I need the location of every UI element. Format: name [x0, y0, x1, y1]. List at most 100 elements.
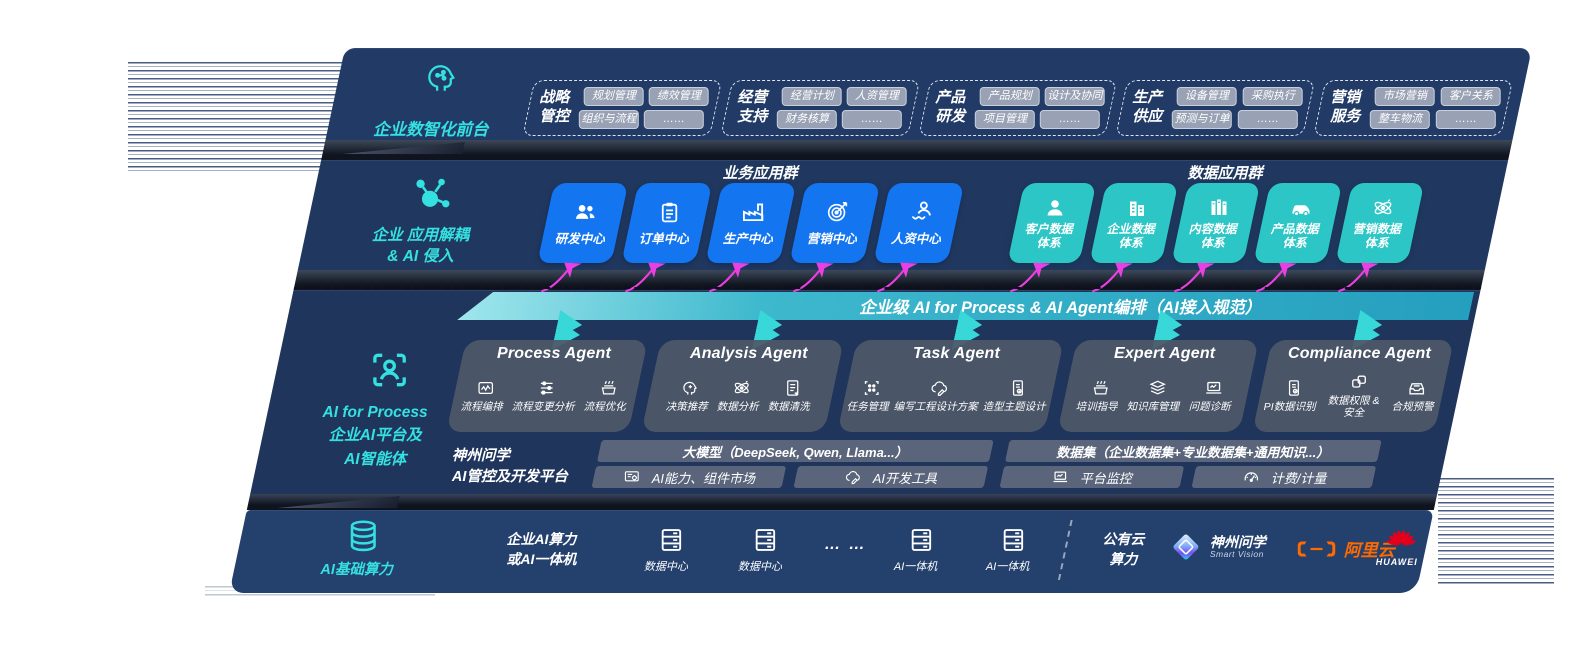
module-pill: 客户关系 — [1440, 87, 1501, 106]
node-label: 数据中心 — [737, 561, 782, 573]
order-clipboard-icon — [657, 200, 682, 225]
module-pill: 人资管理 — [846, 87, 908, 106]
problem-diagnosis-icon — [1204, 378, 1224, 398]
box-label: 内容数据体系 — [1188, 221, 1237, 250]
group-strategy: 战略管控 规划管理 绩效管理 组织与流程 …… — [522, 80, 722, 136]
banner-text: 企业级 AI for Process & AI Agent编排（AI接入规范） — [859, 299, 1262, 317]
rd-team-icon — [572, 199, 598, 225]
module-pill: …… — [841, 110, 903, 129]
metering-gauge-icon — [1242, 468, 1261, 486]
ai-for-process-label-block: AI for Process 企业AI平台及 AI智能体 — [295, 348, 466, 471]
bar-label: AI能力、组件市场 — [652, 470, 756, 486]
change-analysis-icon — [537, 378, 557, 398]
module-pill: 产品规划 — [979, 87, 1040, 106]
ellipsis-node: … … — [813, 536, 877, 554]
stripe-decoration-right — [1438, 478, 1554, 586]
enterprise-building-icon — [1125, 196, 1149, 220]
module-pill: 绩效管理 — [649, 87, 710, 106]
content-data-icon — [1207, 196, 1231, 220]
agent-cards-row: Process Agent 流程编排 流程变更分析 流程优化 Analysis … — [446, 340, 1454, 432]
module-pill: 预测与订单 — [1172, 110, 1233, 129]
agent-item-label: 数据清洗 — [768, 400, 811, 413]
module-pill: 项目管理 — [974, 110, 1035, 129]
knowledge-base-icon — [1147, 378, 1167, 398]
decision-recommend-icon — [681, 378, 701, 398]
group-title: 经营支持 — [737, 89, 768, 125]
module-pill: 组织与流程 — [578, 110, 640, 129]
ai-agent-scan-icon — [367, 348, 411, 392]
metering-bar: 计费/计量 — [1191, 466, 1377, 488]
workflow-orchestration-icon — [475, 378, 495, 398]
decouple-molecule-icon — [410, 174, 452, 216]
group-production-supply: 生产供应 设备管理 采购执行 预测与订单 …… — [1115, 80, 1316, 136]
layer-edge-band — [246, 494, 1438, 510]
dataset-bar-label: 数据集（企业数据集+专业数据集+通用知识...） — [1056, 444, 1330, 460]
agent-item-label: 问题诊断 — [1188, 400, 1231, 413]
analysis-agent-card: Analysis Agent 决策推荐 数据分析 数据清洗 — [641, 340, 844, 432]
pi-data-recognition-icon — [1284, 378, 1304, 398]
box-label: 生产中心 — [722, 232, 773, 246]
compliance-warning-icon — [1406, 378, 1426, 398]
dev-tools-icon — [844, 468, 863, 486]
ellipsis-label: … … — [824, 536, 867, 553]
agent-item-label: 造型主题设计 — [982, 400, 1046, 413]
box-label: 营销中心 — [806, 232, 857, 246]
group-title: 营销服务 — [1330, 89, 1361, 125]
module-pill: …… — [1237, 110, 1298, 129]
module-pill: 整车物流 — [1369, 110, 1431, 129]
data-cleaning-icon — [783, 378, 803, 398]
ai-box-server-icon — [907, 526, 935, 554]
agent-item-label: 任务管理 — [846, 400, 889, 413]
huawei-logo: HUAWEI — [1375, 526, 1426, 567]
group-operation: 经营支持 经营计划 人资管理 财务核算 …… — [720, 80, 920, 136]
agent-title: Process Agent — [497, 345, 612, 362]
agent-item-label: 流程编排 — [460, 400, 503, 413]
expert-agent-card: Expert Agent 培训指导 知识库管理 问题诊断 — [1056, 340, 1259, 432]
agent-title: Compliance Agent — [1288, 345, 1432, 362]
module-pill: …… — [644, 110, 705, 129]
box-label: 订单中心 — [638, 231, 689, 246]
stripe-decoration-top-left — [128, 62, 344, 174]
group-title: 生产供应 — [1132, 89, 1163, 125]
platform-model-block: 大模型（DeepSeek, Qwen, Llama...） AI能力、组件市场 … — [591, 440, 994, 490]
engineering-design-icon — [929, 378, 949, 398]
box-label: 客户数据体系 — [1024, 221, 1073, 250]
marketing-atom-icon — [1371, 196, 1395, 220]
process-optimization-icon — [598, 378, 618, 398]
business-app-group-title: 业务应用群 — [723, 165, 799, 182]
module-pill: 市场营销 — [1374, 87, 1436, 106]
data-permission-icon — [1349, 372, 1369, 392]
compliance-agent-card: Compliance Agent PI数据识别 数据权限 & 安全 合规预警 — [1252, 340, 1454, 432]
smartvision-en-label: Smart Vision — [1209, 549, 1264, 560]
datacenter-server-icon — [657, 526, 685, 554]
agent-item-label: 知识库管理 — [1127, 400, 1180, 413]
task-agent-card: Task Agent 任务管理 编写工程设计方案 造型主题设计 — [836, 340, 1064, 432]
components-market-icon — [622, 468, 642, 486]
bar-label: 平台监控 — [1080, 470, 1133, 486]
model-bar: 大模型（DeepSeek, Qwen, Llama...） — [597, 440, 994, 462]
module-pill: 经营计划 — [781, 87, 842, 106]
platform-label: 神州问学 AI管控及开发平台 — [451, 448, 568, 486]
agent-item-label: 数据分析 — [717, 400, 760, 413]
smartvision-logo: 神州问学 Smart Vision — [1165, 530, 1269, 564]
group-title: 产品研发 — [934, 89, 965, 125]
group-marketing-service: 营销服务 市场营销 客户关系 整车物流 …… — [1313, 80, 1514, 136]
digital-brain-icon — [424, 60, 460, 96]
agent-item-label: 决策推荐 — [666, 400, 709, 413]
agent-item-label: 培训指导 — [1076, 400, 1119, 413]
hr-person-icon — [908, 199, 934, 225]
huawei-flower-icon — [1385, 526, 1417, 556]
module-pill: 采购执行 — [1242, 87, 1303, 106]
bar-label: 计费/计量 — [1270, 470, 1327, 486]
data-analysis-icon — [732, 378, 752, 398]
agent-item-label: 编写工程设计方案 — [893, 400, 978, 413]
enterprise-compute-label: 企业AI算力 或AI一体机 — [506, 531, 577, 567]
public-cloud-label: 公有云 算力 — [1102, 531, 1145, 567]
model-bar-label: 大模型（DeepSeek, Qwen, Llama...） — [682, 444, 909, 460]
ai-capability-market-bar: AI能力、组件市场 — [591, 466, 787, 488]
dataset-bar: 数据集（企业数据集+专业数据集+通用知识...） — [1005, 440, 1382, 462]
infra-label: AI基础算力 — [320, 562, 393, 578]
group-title: 战略管控 — [539, 89, 570, 125]
box-label: 企业数据体系 — [1106, 221, 1155, 250]
huawei-label: HUAWEI — [1375, 557, 1418, 567]
